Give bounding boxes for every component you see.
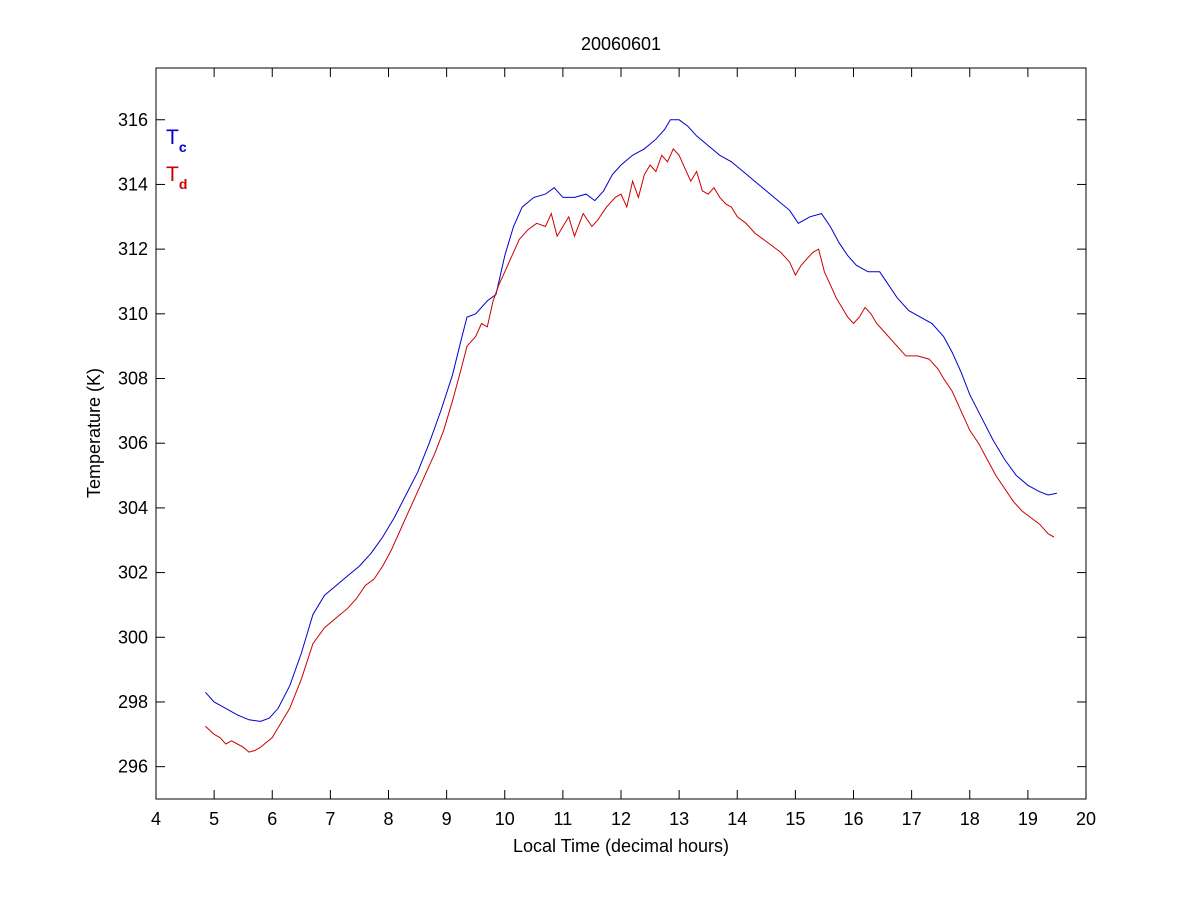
x-tick-label: 5 — [209, 809, 219, 829]
y-tick-label: 300 — [118, 627, 148, 647]
legend-entry-tc: Tc — [166, 126, 187, 155]
x-tick-label: 13 — [669, 809, 689, 829]
plot-area — [155, 67, 1087, 800]
x-tick-label: 17 — [902, 809, 922, 829]
x-tick-label: 19 — [1018, 809, 1038, 829]
legend: Tc Td — [166, 126, 187, 192]
series-line-td — [205, 147, 1055, 753]
y-tick-label: 298 — [118, 692, 148, 712]
legend-tc-main: T — [166, 126, 179, 149]
x-tick-label: 10 — [495, 809, 515, 829]
x-axis-ticks: 4 5 6 7 8 9 10 11 12 13 14 15 16 17 18 19 20 — [151, 68, 1096, 829]
y-tick-label: 302 — [118, 563, 148, 583]
legend-td-main: T — [166, 163, 179, 186]
chart-title: 20060601 — [581, 34, 661, 54]
x-tick-label: 8 — [383, 809, 393, 829]
x-tick-label: 7 — [325, 809, 335, 829]
x-tick-label: 20 — [1076, 809, 1096, 829]
y-tick-label: 310 — [118, 304, 148, 324]
legend-td-sub: d — [179, 176, 188, 192]
legend-entry-td: Td — [166, 163, 187, 192]
x-tick-label: 12 — [611, 809, 631, 829]
x-tick-label: 16 — [843, 809, 863, 829]
y-tick-label: 304 — [118, 498, 148, 518]
x-tick-label: 6 — [267, 809, 277, 829]
y-tick-label: 306 — [118, 433, 148, 453]
y-axis-label: Temperature (K) — [84, 368, 104, 498]
x-tick-label: 14 — [727, 809, 747, 829]
x-tick-label: 15 — [785, 809, 805, 829]
y-axis-ticks: 296 298 300 302 304 306 308 310 312 314 316 — [118, 110, 1086, 777]
x-axis-label: Local Time (decimal hours) — [513, 836, 729, 856]
x-tick-label: 4 — [151, 809, 161, 829]
series-line-tc — [205, 119, 1057, 722]
series-group — [205, 119, 1057, 753]
x-tick-label: 18 — [960, 809, 980, 829]
legend-tc-sub: c — [179, 139, 187, 155]
y-tick-label: 296 — [118, 757, 148, 777]
x-tick-label: 11 — [554, 809, 573, 829]
x-tick-label: 9 — [442, 809, 452, 829]
y-tick-label: 314 — [118, 174, 148, 194]
y-tick-label: 312 — [118, 239, 148, 259]
y-tick-label: 316 — [118, 110, 148, 130]
y-tick-label: 308 — [118, 369, 148, 389]
